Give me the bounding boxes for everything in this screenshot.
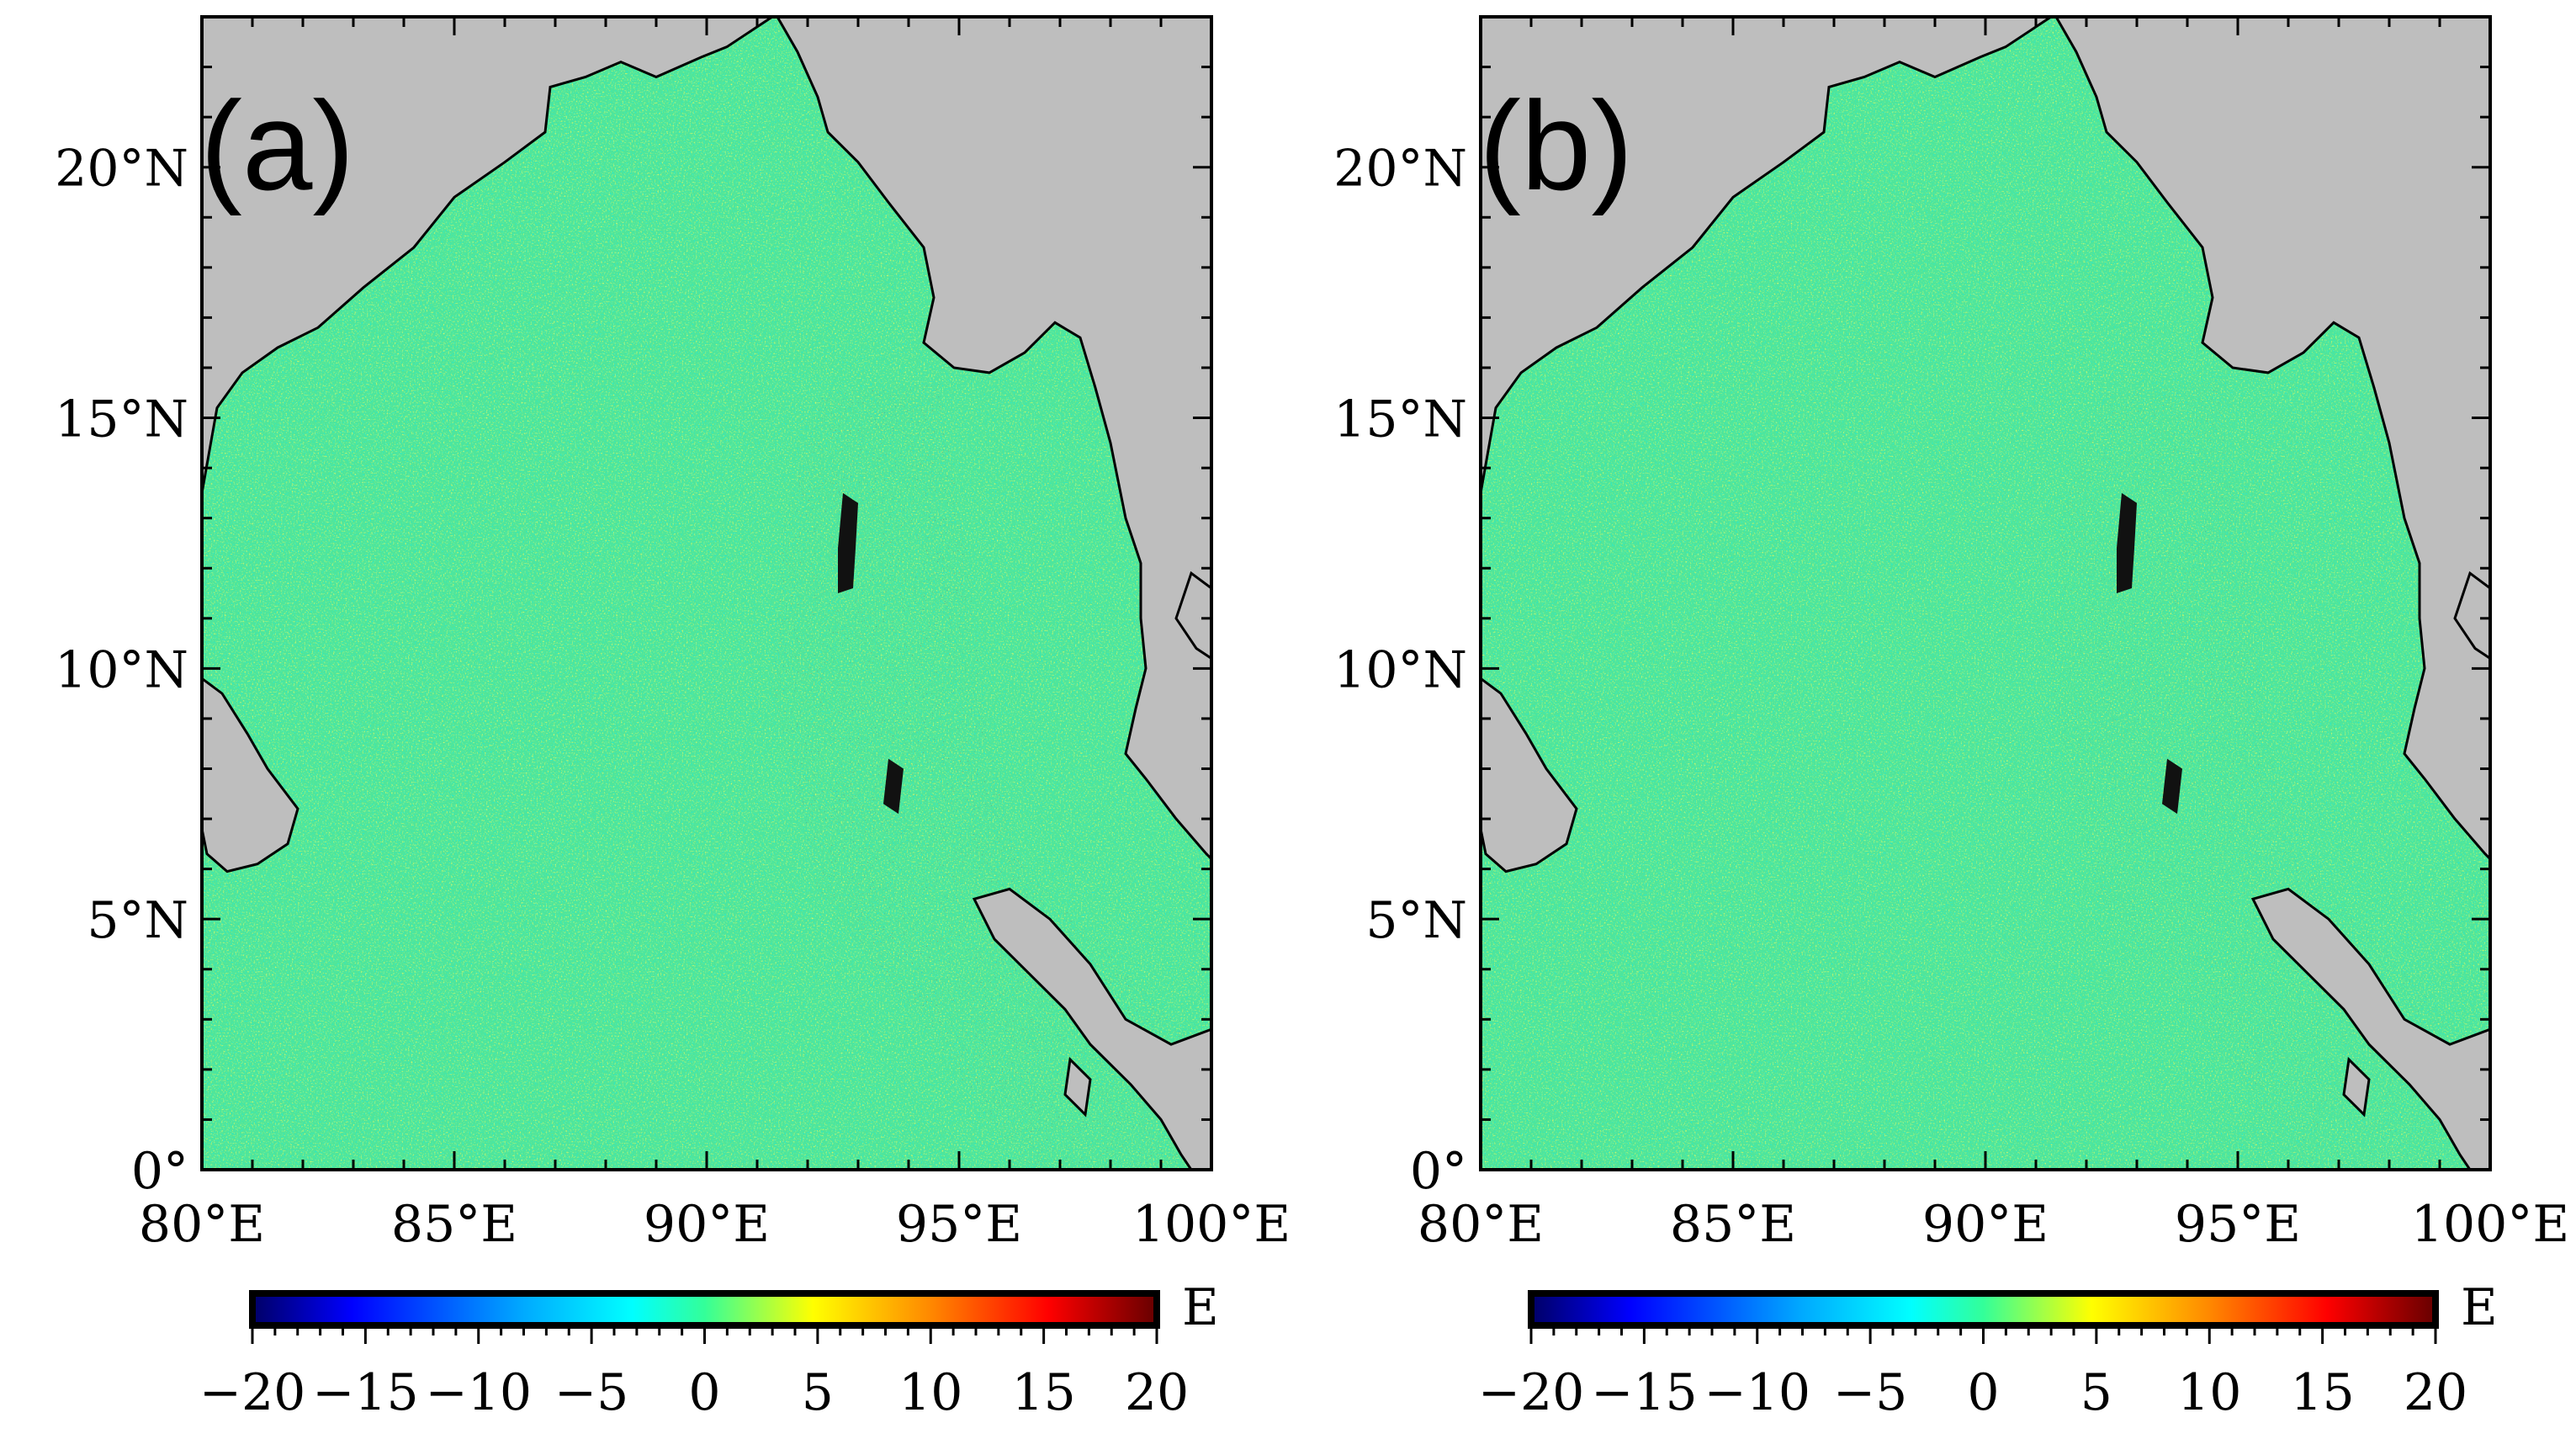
lat-label: 10°N [55, 640, 188, 699]
colorbar-tick-label: 0 [688, 1363, 720, 1422]
land-island [1063, 1056, 1092, 1118]
land-myanmar [776, 17, 1211, 861]
lon-label: 95°E [2175, 1195, 2301, 1254]
lon-label: 90°E [1922, 1195, 2049, 1254]
lat-label: 20°N [1333, 140, 1467, 199]
colorbar-tick-label: −15 [1591, 1363, 1698, 1422]
lon-label: 90°E [644, 1195, 770, 1254]
colorbar-tick-label: 15 [2290, 1363, 2354, 1422]
colorbar-tick-label: 10 [2177, 1363, 2241, 1422]
land-sri-lanka [202, 677, 299, 873]
nicobar-islands [883, 758, 904, 815]
colorbar-tick-label: −10 [425, 1363, 532, 1422]
lat-label: 15°N [55, 390, 188, 449]
colorbar-unit: E [1182, 1278, 1219, 1337]
andaman-islands [838, 492, 858, 593]
land-sri-lanka [1481, 677, 1578, 873]
colorbar-tick-label: −20 [199, 1363, 306, 1422]
land-myanmar [2054, 17, 2490, 861]
map-panel-a: 20°N 15°N 10°N 5°N 0°80°E 85°E 90°E 95°E 100°E (a… [55, 15, 1291, 1422]
lat-label: 15°N [1333, 390, 1467, 449]
lat-label: 20°N [55, 140, 188, 199]
colorbar-tick-label: 5 [802, 1363, 834, 1422]
colorbar-tick-label: 20 [1125, 1363, 1189, 1422]
land-island [2342, 1056, 2371, 1118]
land-sumatra [2250, 887, 2490, 1170]
map-panel-b: 20°N 15°N 10°N 5°N 0°80°E 85°E 90°E 95°E 100°E (b… [1333, 15, 2569, 1422]
lon-label: 100°E [2411, 1195, 2569, 1254]
lat-label: 5°N [87, 891, 188, 950]
lon-label: 80°E [1418, 1195, 1544, 1254]
colorbar-tick-label: −5 [1833, 1363, 1907, 1422]
lon-label: 80°E [139, 1195, 265, 1254]
nicobar-islands [2162, 758, 2182, 815]
lon-label: 85°E [1670, 1195, 1796, 1254]
lat-label: 0° [1410, 1142, 1467, 1201]
lon-label: 100°E [1132, 1195, 1291, 1254]
lon-label: 85°E [391, 1195, 517, 1254]
lon-label: 95°E [896, 1195, 1022, 1254]
ocean-field [202, 17, 1211, 1170]
colorbar-tick-label: −15 [312, 1363, 419, 1422]
colorbar-tick-label: 5 [2080, 1363, 2112, 1422]
colorbar-tick-label: −5 [554, 1363, 628, 1422]
ocean-field [1481, 17, 2490, 1170]
colorbar-tick-label: −10 [1704, 1363, 1810, 1422]
lat-label: 0° [131, 1142, 188, 1201]
lat-label: 10°N [1333, 640, 1467, 699]
colorbar-tick-label: 15 [1011, 1363, 1075, 1422]
colorbar-tick-label: 10 [898, 1363, 962, 1422]
land-malay [2453, 571, 2490, 661]
andaman-islands [2117, 492, 2137, 593]
colorbar [249, 1290, 1160, 1329]
lat-label: 5°N [1365, 891, 1467, 950]
panel-label: (b) [1479, 75, 1633, 216]
colorbar-unit: E [2461, 1278, 2498, 1337]
land-malay [1174, 571, 1211, 661]
land-sumatra [972, 887, 1211, 1170]
colorbar-tick-label: −20 [1478, 1363, 1585, 1422]
land-india [202, 17, 775, 494]
panel-label: (a) [200, 75, 354, 216]
land-india [1481, 17, 2054, 494]
colorbar-tick-label: 0 [1967, 1363, 1999, 1422]
colorbar [1528, 1290, 2439, 1329]
colorbar-tick-label: 20 [2404, 1363, 2467, 1422]
